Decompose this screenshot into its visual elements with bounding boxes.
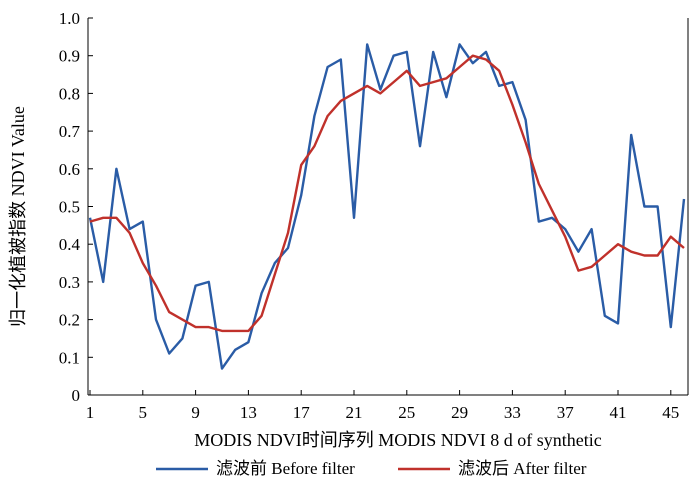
y-tick-label: 0.7 (59, 122, 81, 141)
x-tick-label: 25 (398, 403, 415, 422)
y-tick-label: 0.3 (59, 273, 80, 292)
x-tick-label: 5 (139, 403, 148, 422)
y-tick-label: 0.4 (59, 235, 81, 254)
y-tick-label: 0.5 (59, 198, 80, 217)
y-tick-label: 0.6 (59, 160, 80, 179)
x-tick-label: 21 (346, 403, 363, 422)
series-line-before-filter (88, 43, 686, 370)
y-tick-label: 0.1 (59, 348, 80, 367)
x-tick-label: 17 (293, 403, 311, 422)
x-tick-label: 29 (451, 403, 468, 422)
y-tick-label: 0.9 (59, 47, 80, 66)
y-axis-title: 归一化植被指数 NDVI Value (8, 106, 28, 327)
series-lines (88, 43, 686, 370)
series-line-after-filter (89, 54, 685, 333)
x-axis-title: MODIS NDVI时间序列 MODIS NDVI 8 d of synthet… (194, 430, 601, 450)
x-tick-label: 37 (557, 403, 575, 422)
legend-label-after-filter: 滤波后 After filter (458, 459, 587, 478)
y-tick-label: 0.8 (59, 84, 80, 103)
axes (87, 18, 689, 396)
y-tick-label: 0 (72, 386, 81, 405)
y-tick-label: 0.2 (59, 311, 80, 330)
x-tick-label: 33 (504, 403, 521, 422)
x-tick-label: 9 (191, 403, 200, 422)
legend-label-before-filter: 滤波前 Before filter (216, 459, 355, 478)
x-tick-label: 13 (240, 403, 257, 422)
x-tick-label: 1 (86, 403, 95, 422)
x-tick-label: 41 (610, 403, 627, 422)
x-tick-label: 45 (662, 403, 679, 422)
legend: 滤波前 Before filter 滤波后 After filter (156, 459, 587, 478)
x-ticks: 1 5 9 13 17 21 25 29 33 37 41 45 (86, 390, 679, 422)
y-ticks: 0 0.1 0.2 0.3 0.4 0.5 0.6 0.7 0.8 0.9 1.0 (59, 9, 93, 405)
y-tick-label: 1.0 (59, 9, 80, 28)
